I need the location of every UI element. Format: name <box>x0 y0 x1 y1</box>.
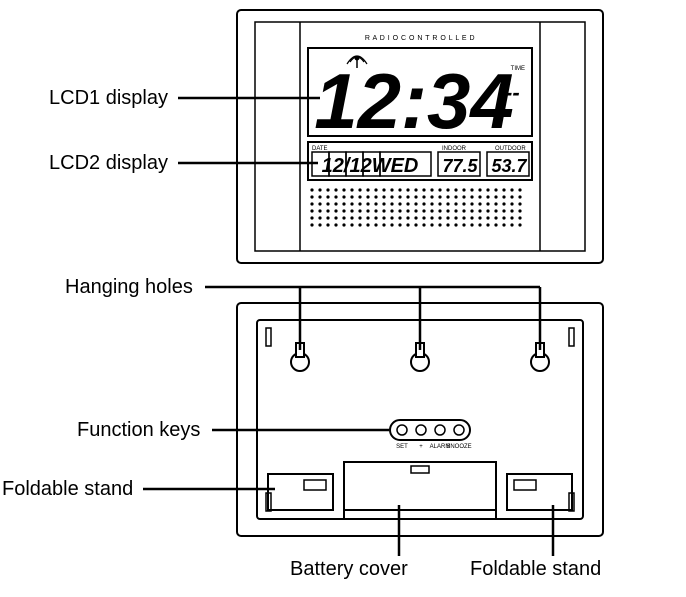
foldable-stand-left <box>268 474 333 510</box>
lcd1-time: 12:34 <box>314 57 514 145</box>
svg-text:+: + <box>419 444 423 450</box>
function-keys: SET + ALARM SNOOZE <box>390 420 472 450</box>
date-label: DATE <box>312 146 328 152</box>
indoor-label: INDOOR <box>442 146 467 152</box>
foldable-stand-right <box>507 474 572 510</box>
speaker-grille-dots <box>310 188 521 226</box>
svg-text:SNOOZE: SNOOZE <box>446 444 471 450</box>
lcd2-date: 12/12WED <box>322 155 419 177</box>
battery-cover <box>344 462 496 519</box>
radio-controlled: R A D I O C O N T R O L L E D <box>365 35 475 42</box>
outdoor-label: OUTDOOR <box>495 146 526 152</box>
front-panel: R A D I O C O N T R O L L E D TIME 12:34… <box>237 10 603 263</box>
lcd1-extra: -- <box>505 80 520 105</box>
lcd2-outdoor: 53.7 <box>491 156 527 176</box>
svg-text:SET: SET <box>396 444 408 450</box>
lcd2-indoor: 77.5 <box>442 156 478 176</box>
diagram-canvas: R A D I O C O N T R O L L E D TIME 12:34… <box>0 0 686 597</box>
